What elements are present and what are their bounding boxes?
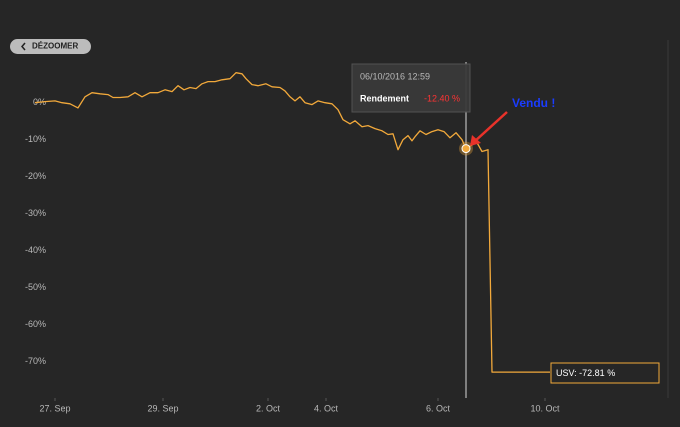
x-tick-label: 27. Sep: [39, 403, 70, 413]
annotation: Vendu !: [512, 96, 555, 110]
y-tick-label: -50%: [25, 282, 46, 292]
y-tick-label: -40%: [25, 245, 46, 255]
x-tick-label: 2. Oct: [256, 403, 281, 413]
y-tick-label: -70%: [25, 356, 46, 366]
y-tick-label: -30%: [25, 208, 46, 218]
zoom-button-bg[interactable]: [10, 39, 91, 54]
end-label: USV: -72.81 %: [556, 368, 615, 378]
zoom-button-label[interactable]: DÉZOOMER: [32, 42, 78, 51]
y-tick-label: -20%: [25, 171, 46, 181]
zoom-button-icon[interactable]: [21, 42, 26, 51]
y-tick-label: -60%: [25, 319, 46, 329]
tooltip-name: Rendement: [360, 93, 409, 103]
tooltip: 06/10/2016 12:59 Rendement -12.40 %: [351, 63, 471, 113]
y-tick-label: -10%: [25, 134, 46, 144]
tooltip-bg: [351, 63, 471, 113]
x-tick-label: 10. Oct: [530, 403, 560, 413]
zoom-button[interactable]: DÉZOOMER: [10, 39, 91, 54]
annotation-arrow: [473, 111, 508, 143]
hover-marker: [461, 144, 471, 154]
end-label-box: [550, 362, 660, 384]
series-line: [34, 72, 550, 373]
annotation-arrowhead: [470, 135, 481, 146]
x-tick-label: 29. Sep: [147, 403, 178, 413]
tooltip-value: -12.40 %: [424, 93, 460, 103]
tooltip-date: 06/10/2016 12:59: [360, 71, 430, 81]
x-tick-label: 4. Oct: [314, 403, 339, 413]
x-tick-label: 6. Oct: [426, 403, 451, 413]
